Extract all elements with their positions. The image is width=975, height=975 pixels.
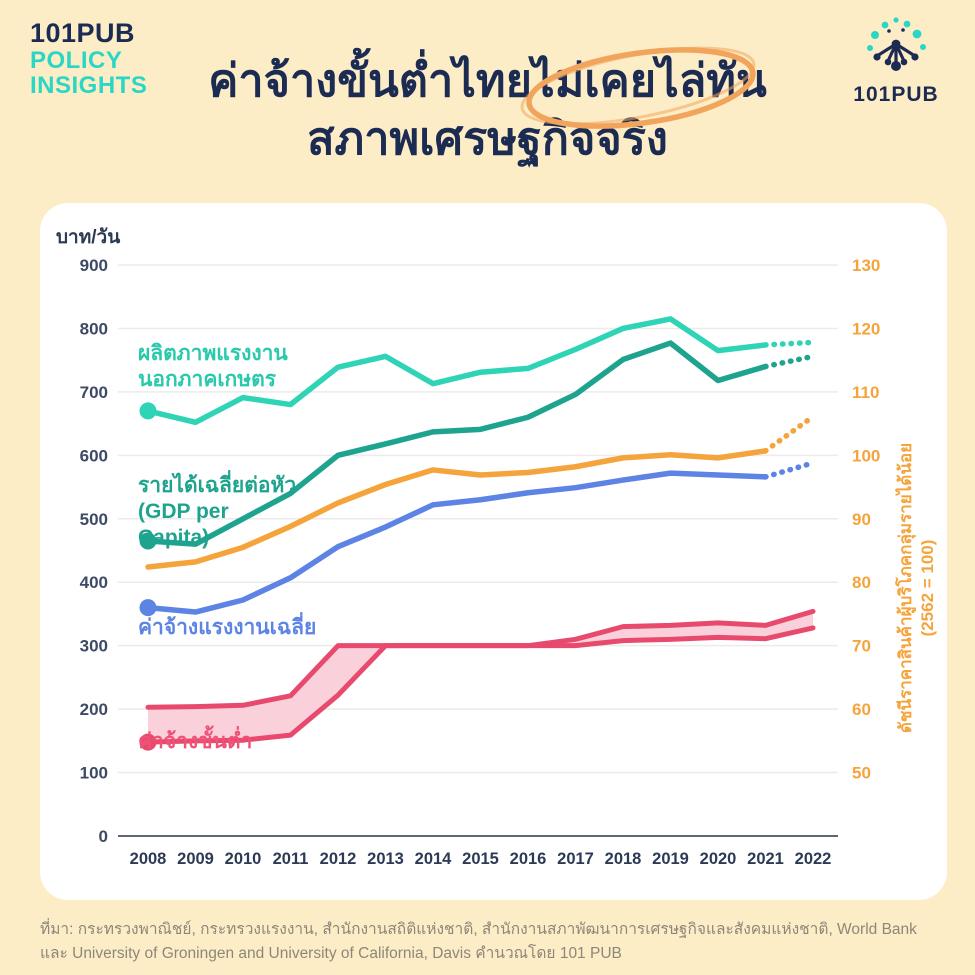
axis-tick-label: 50 (852, 764, 871, 783)
axis-tick-label: 90 (852, 510, 871, 529)
page-title: ค่าจ้างขั้นต่ำไทยไม่เคยไล่ทัน สภาพเศรษฐก… (130, 52, 845, 168)
series-line (145, 448, 769, 570)
axis-tick-label: 800 (80, 319, 108, 338)
series-label-productivity: ผลิตภาพแรงงาน นอกภาคเกษตร (138, 342, 288, 391)
axis-tick-label: 2010 (225, 850, 262, 868)
axis-tick-label: 2016 (510, 850, 547, 868)
minimum-wage-lower-line (145, 625, 816, 745)
axis-tick-label: 2014 (415, 850, 453, 868)
axis-tick-label: 300 (80, 637, 108, 656)
axis-tick-label: 2018 (605, 850, 642, 868)
series-line (145, 470, 769, 615)
axis-tick-label: 2009 (177, 850, 214, 868)
page-title-line1: ค่าจ้างขั้นต่ำไทยไม่เคยไล่ทัน (208, 55, 767, 106)
axis-tick-label: 2019 (652, 850, 689, 868)
series-start-dot (139, 599, 157, 617)
page-title-line2: สภาพเศรษฐกิจจริง (307, 113, 668, 164)
series-label-minimum-wage: ค่าจ้างขั้นต่ำ (138, 730, 253, 753)
series-line (145, 316, 769, 426)
axis-tick-label: 60 (852, 700, 871, 719)
axis-tick-label: 130 (852, 256, 880, 275)
axis-tick-label: 0 (99, 827, 108, 846)
axis-tick-label: 2020 (700, 850, 737, 868)
axis-tick-label: 2012 (320, 850, 357, 868)
axis-tick-label: 700 (80, 383, 108, 402)
axis-tick-label: 2017 (557, 850, 594, 868)
network-dots-icon (867, 17, 926, 71)
axis-tick-label: 2021 (747, 850, 784, 868)
series-start-dot (139, 733, 157, 751)
series-start-dot (139, 402, 157, 420)
series-projection-dotted (762, 460, 816, 480)
axis-tick-label: 500 (80, 510, 108, 529)
series-projection-dotted (762, 339, 816, 348)
axis-tick-label: 2022 (795, 850, 832, 868)
series-label-gdp-per-capita: รายได้เฉลี่ยต่อหัว (GDP per Capita) (138, 474, 297, 549)
logo-101pub: 101PUB (841, 14, 951, 107)
axis-tick-label: 70 (852, 637, 871, 656)
series-projection-dotted (762, 413, 816, 454)
brand-line-101pub: 101PUB (30, 18, 136, 48)
minimum-wage-band (148, 611, 813, 743)
axis-tick-label: 900 (80, 256, 108, 275)
axis-tick-label: 2011 (273, 850, 309, 868)
axis-tick-label: 100 (852, 446, 880, 465)
axis-tick-label: 80 (852, 573, 871, 592)
series-label-average-wage: ค่าจ้างแรงงานเฉลี่ย (138, 616, 317, 639)
series-projection-dotted (762, 353, 816, 370)
line-chart: 0 100 50 200 60 300 70 400 80 500 90 600 100 700 110 80… (80, 256, 881, 868)
source-note: ที่มา: กระทรวงพาณิชย์, กระทรวงแรงงาน, สำ… (40, 921, 917, 963)
left-axis-title: บาท/วัน (56, 227, 121, 248)
axis-tick-label: 110 (852, 383, 879, 402)
axis-tick-label: 2008 (130, 850, 167, 868)
axis-tick-label: 200 (80, 700, 108, 719)
axis-tick-label: 400 (80, 573, 108, 592)
axis-tick-label: 120 (852, 319, 880, 338)
series-line (145, 340, 769, 547)
brand-wordmark: 101PUB POLICY INSIGHTS (30, 18, 147, 98)
series-start-dot (139, 532, 157, 550)
axis-tick-label: 600 (80, 446, 108, 465)
brand-line-insights: INSIGHTS (30, 72, 148, 99)
axis-tick-label: 2013 (367, 850, 404, 868)
brand-line-policy: POLICY (30, 47, 123, 74)
axis-tick-label: 2015 (462, 850, 499, 868)
chart-card: 0 100 50 200 60 300 70 400 80 500 90 600 100 700 110 80… (40, 203, 947, 900)
right-axis-title: ดัชนีราคาสินค้าผู้บริโภคกลุ่มรายได้น้อย … (896, 442, 937, 734)
logo-text: 101PUB (853, 83, 939, 106)
axis-tick-label: 100 (80, 764, 108, 783)
